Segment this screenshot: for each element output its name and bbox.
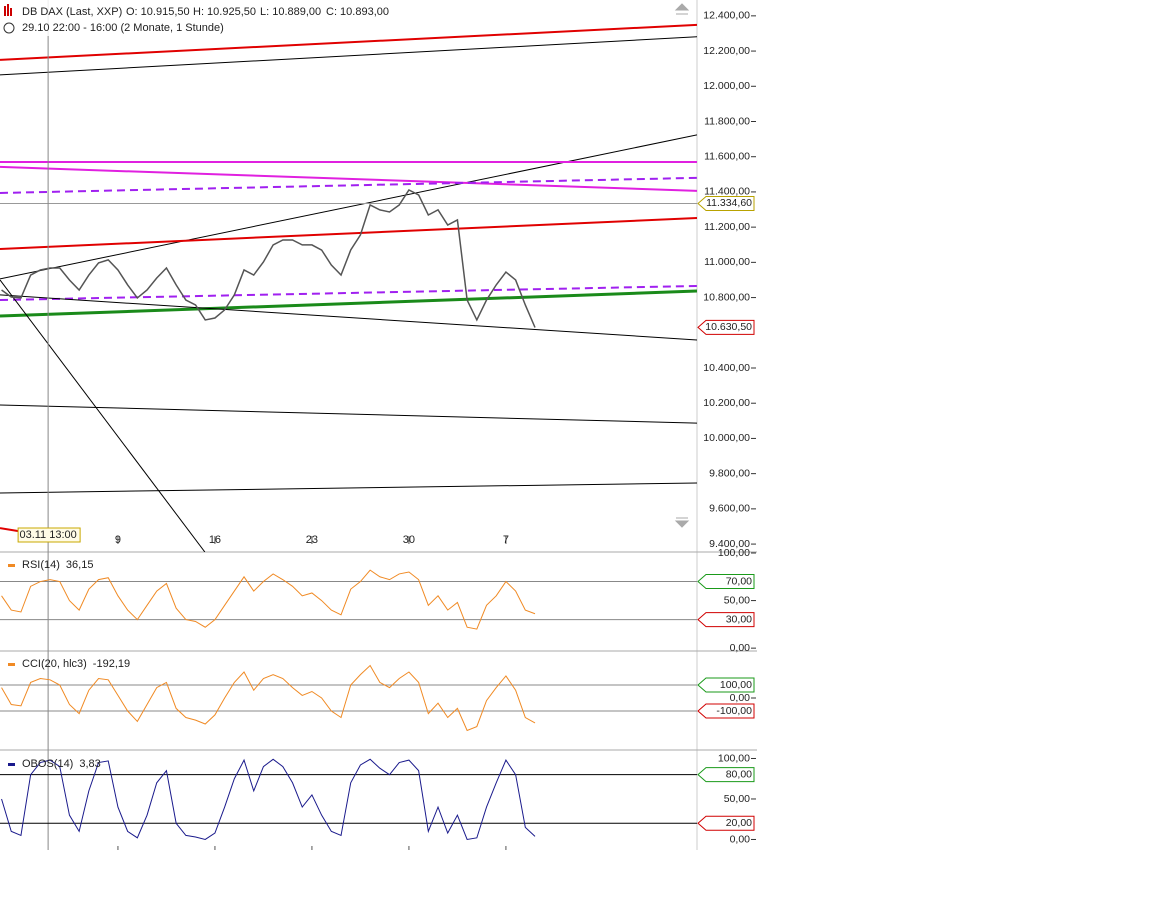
y-tick-label: 50,00: [724, 594, 750, 606]
trend-line: [0, 134, 697, 280]
badge-label: 70,00: [726, 575, 752, 587]
value-badge: [697, 767, 755, 783]
series-line: [1, 189, 536, 328]
y-tick-label: 0,00: [730, 833, 751, 845]
trend-line: [0, 294, 697, 341]
indicator-panel: [0, 569, 697, 630]
instrument-title: DB DAX (Last, XXP): [22, 6, 122, 18]
crosshair-box: [17, 527, 81, 543]
badge-label: 30,00: [726, 613, 752, 625]
badge-label: 11.334,60: [706, 197, 752, 209]
y-tick-label: 9.400,00: [709, 538, 750, 550]
subtitle: 29.10 22:00 - 16:00 (2 Monate, 1 Stunde): [22, 22, 224, 34]
x-tick-label: 23: [306, 534, 318, 546]
plot-background: [0, 0, 757, 850]
legend-swatch: [8, 663, 15, 666]
value-badge: [697, 574, 755, 590]
trend-line: [0, 404, 697, 424]
chart-icon: [4, 4, 12, 16]
x-tick-label: 30: [403, 534, 415, 546]
value-badge: [697, 677, 755, 693]
value-badge: [697, 319, 755, 335]
y-tick-label: 12.000,00: [703, 80, 750, 92]
indicator-panel: [0, 664, 697, 732]
y-tick-label: 50,00: [724, 793, 750, 805]
y-tick-label: 10.400,00: [703, 362, 750, 374]
indicator-name: CCI(20, hlc3): [22, 658, 87, 670]
x-tick-label: 7: [503, 534, 509, 546]
y-tick-label: 11.400,00: [704, 186, 750, 198]
y-tick-label: 0,00: [730, 642, 751, 654]
plot-layer: 9 16 23 30 7 12.400,00 12.200,00 12.000,00 11.80…: [0, 0, 756, 850]
value-badge: [697, 612, 755, 628]
trend-line: [0, 36, 697, 76]
indicator-value: -192,19: [93, 658, 130, 670]
legend-swatch: [8, 763, 15, 766]
value-badge: [697, 703, 755, 719]
trend-line: [0, 165, 697, 192]
trend-line: [0, 482, 697, 494]
clock-icon: [3, 22, 15, 34]
series-line: [1, 664, 536, 732]
badge-label: 10.630,50: [705, 321, 752, 333]
ohlc-high: H: 10.925,50: [193, 6, 256, 18]
badge-label: 20,00: [726, 817, 752, 829]
y-tick-label: 11.600,00: [704, 150, 750, 162]
indicator-value: 3,83: [79, 758, 100, 770]
y-tick-label: 10.000,00: [703, 432, 750, 444]
ohlc-close: C: 10.893,00: [326, 6, 389, 18]
badge-label: -100,00: [716, 705, 752, 717]
y-tick-label: 0,00: [730, 692, 751, 704]
crosshair-label: 03.11 13:00: [19, 529, 76, 541]
y-tick-label: 10.200,00: [703, 397, 750, 409]
y-tick-label: 12.400,00: [703, 10, 750, 22]
header: DB DAX (Last, XXP) O: 10.915,50 H: 10.92…: [0, 0, 420, 36]
value-badge: [697, 815, 755, 831]
trend-line: [0, 216, 697, 250]
badge-label: 100,00: [720, 679, 752, 691]
y-tick-label: 11.200,00: [704, 221, 750, 233]
indicator-value: 36,15: [66, 559, 94, 571]
legend-swatch: [8, 564, 15, 567]
x-tick-label: 9: [115, 534, 121, 546]
trend-line: [0, 279, 206, 552]
x-tick-label: 16: [209, 534, 221, 546]
ohlc-low: L: 10.889,00: [260, 6, 321, 18]
y-tick-label: 11.800,00: [704, 115, 750, 127]
y-tick-label: 100,00: [718, 547, 750, 559]
ohlc-open: O: 10.915,50: [126, 6, 190, 18]
series-line: [1, 569, 536, 630]
y-tick-label: 10.800,00: [703, 291, 750, 303]
indicator-panel: [0, 758, 697, 841]
scroll-down[interactable]: [674, 517, 690, 528]
header-bg: [0, 0, 420, 36]
value-badge: [697, 195, 755, 211]
trend-line: [0, 23, 697, 61]
trend-line: [0, 289, 697, 318]
scroll-up[interactable]: [674, 3, 690, 15]
indicator-name: OBOS(14): [22, 758, 73, 770]
indicator-name: RSI(14): [22, 559, 60, 571]
y-tick-label: 9.600,00: [709, 503, 750, 515]
y-tick-label: 9.800,00: [709, 467, 750, 479]
series-line: [1, 758, 536, 841]
y-tick-label: 12.200,00: [703, 45, 750, 57]
price-panel: [0, 23, 697, 552]
badge-label: 80,00: [726, 768, 752, 780]
y-tick-label: 11.000,00: [704, 256, 750, 268]
y-tick-label: 100,00: [718, 752, 750, 764]
